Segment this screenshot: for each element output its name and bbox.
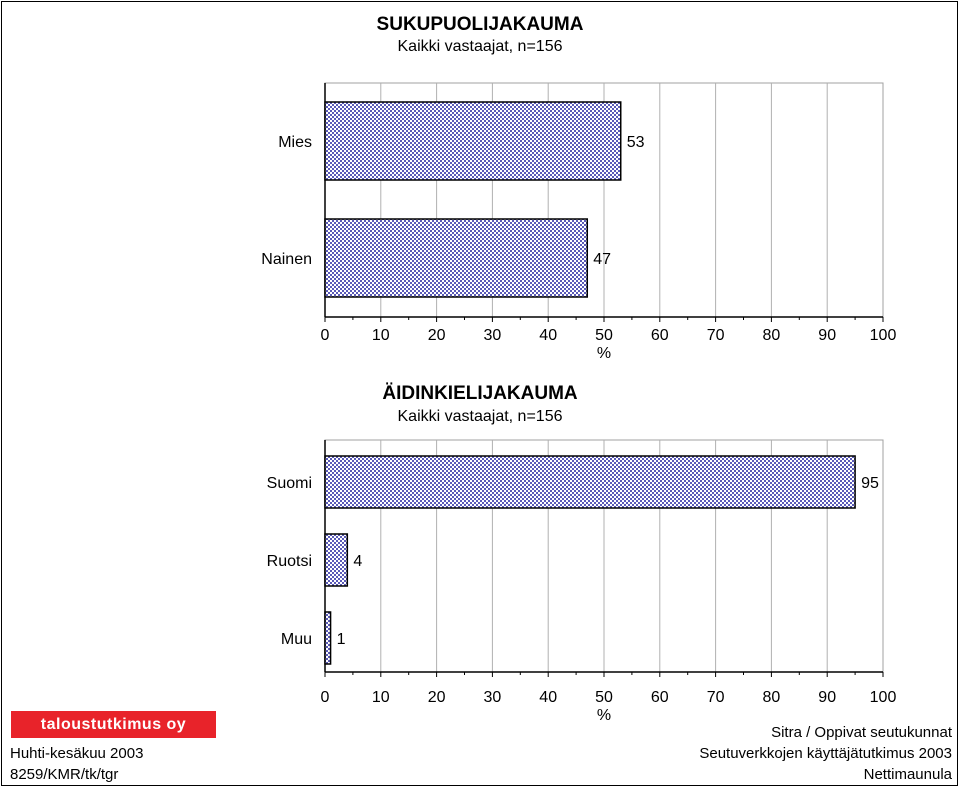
x-tick-label: 10 xyxy=(372,689,390,706)
data-label: 47 xyxy=(593,251,611,268)
x-tick-label: 100 xyxy=(870,689,897,706)
x-tick-label: 80 xyxy=(763,327,781,344)
data-label: 53 xyxy=(627,134,645,151)
x-tick-label: 10 xyxy=(372,327,390,344)
chart1-plot: 0 10 20 30 40 50 60 70 80 90 100% Mies 53 Nainen 47 xyxy=(261,82,897,362)
chart1-subtitle: Kaikki vastaajat, n=156 xyxy=(397,38,563,55)
x-tick-label: 20 xyxy=(428,689,446,706)
chart2-title: ÄIDINKIELIJAKAUMA xyxy=(382,383,578,404)
x-axis-label: % xyxy=(597,707,611,724)
x-tick-label: 70 xyxy=(707,689,725,706)
chart2-subtitle: Kaikki vastaajat, n=156 xyxy=(397,408,563,425)
x-tick-label: 50 xyxy=(595,689,613,706)
x-tick-label: 100 xyxy=(870,327,897,344)
bar xyxy=(324,611,332,665)
category-label: Suomi xyxy=(267,475,312,492)
x-tick-label: 40 xyxy=(539,689,557,706)
bar xyxy=(324,218,589,298)
category-label: Ruotsi xyxy=(267,553,312,570)
x-tick-label: 40 xyxy=(539,327,557,344)
data-label: 4 xyxy=(353,553,362,570)
logo-text: taloustutkimus oy xyxy=(40,715,187,733)
x-tick-label: 70 xyxy=(707,327,725,344)
category-label: Nainen xyxy=(261,251,312,268)
footer-area: Nettimaunula xyxy=(863,766,952,783)
x-tick-label: 60 xyxy=(651,689,669,706)
x-tick-label: 90 xyxy=(818,327,836,344)
x-tick-label: 60 xyxy=(651,327,669,344)
x-axis-label: % xyxy=(597,345,611,362)
bar xyxy=(324,455,856,509)
x-tick-label: 20 xyxy=(428,327,446,344)
x-tick-label: 30 xyxy=(484,327,502,344)
bar xyxy=(324,533,349,587)
x-tick-label: 0 xyxy=(321,689,330,706)
x-tick-label: 80 xyxy=(763,689,781,706)
footer-date: Huhti-kesäkuu 2003 xyxy=(10,745,144,762)
footer-study: Seutuverkkojen käyttäjätutkimus 2003 xyxy=(699,745,952,762)
company-logo: taloustutkimus oy xyxy=(11,711,216,738)
footer-project-code: 8259/KMR/tk/tgr xyxy=(10,766,119,783)
bar xyxy=(324,101,622,181)
data-label: 1 xyxy=(337,631,346,648)
chart2-plot: 0 10 20 30 40 50 60 70 80 90 100% Suomi 95 Ruotsi 4 Muu… xyxy=(267,439,897,724)
x-tick-label: 50 xyxy=(595,327,613,344)
category-label: Mies xyxy=(278,134,312,151)
x-tick-label: 0 xyxy=(321,327,330,344)
chart1-title: SUKUPUOLIJAKAUMA xyxy=(376,14,584,35)
x-tick-label: 90 xyxy=(818,689,836,706)
footer-client: Sitra / Oppivat seutukunnat xyxy=(771,724,952,741)
category-label: Muu xyxy=(281,631,312,648)
x-tick-label: 30 xyxy=(484,689,502,706)
data-label: 95 xyxy=(861,475,879,492)
